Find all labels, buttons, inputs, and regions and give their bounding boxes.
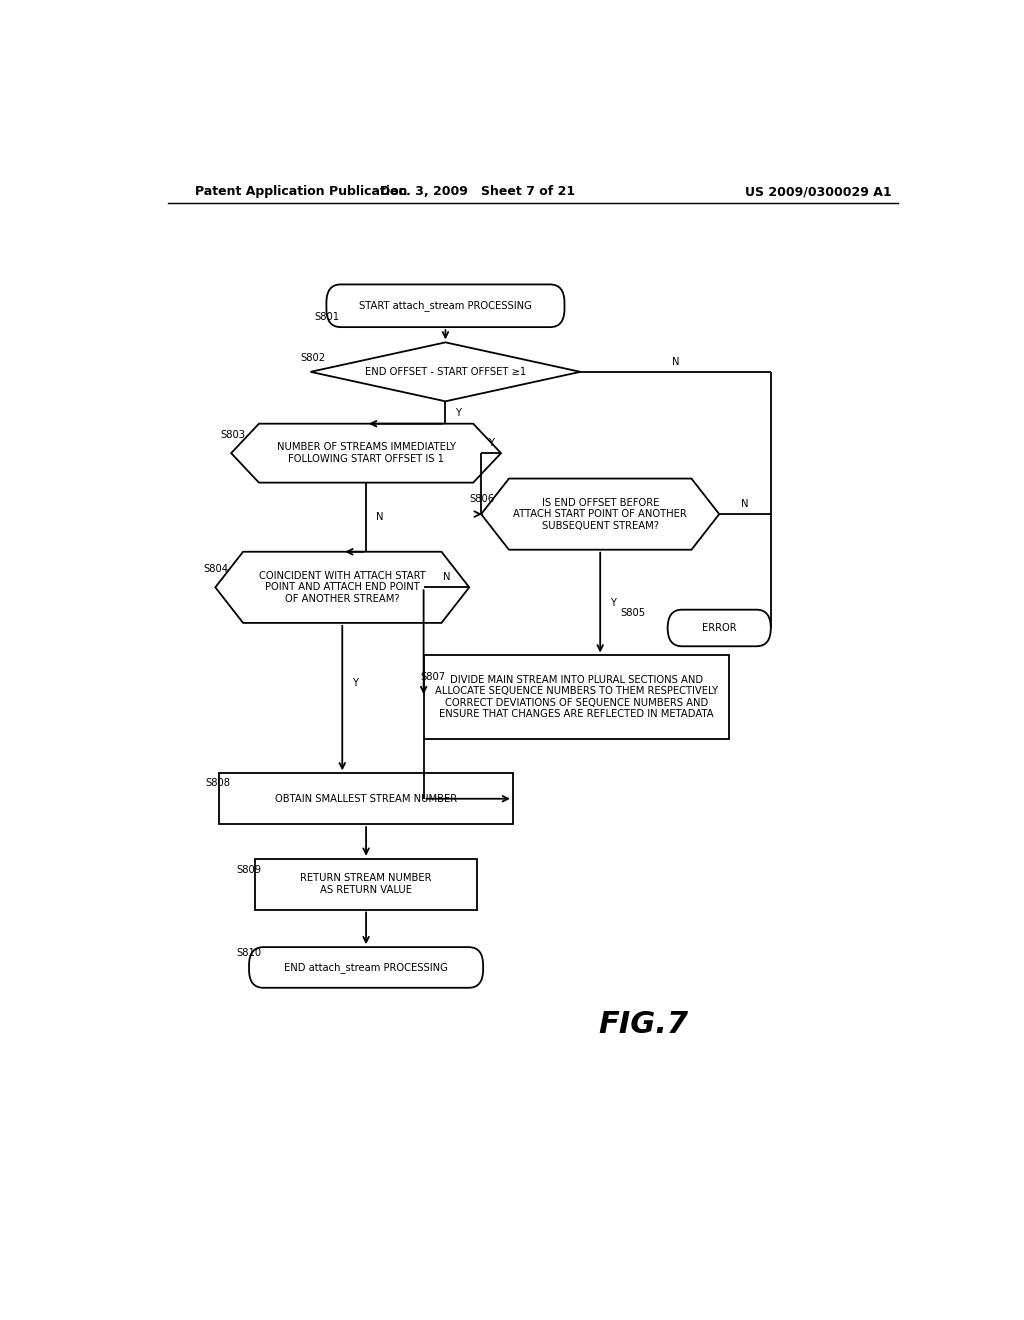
Text: END OFFSET - START OFFSET ≥1: END OFFSET - START OFFSET ≥1 [365, 367, 526, 376]
Text: S806: S806 [469, 494, 495, 504]
Text: S810: S810 [236, 948, 261, 958]
Text: RETURN STREAM NUMBER
AS RETURN VALUE: RETURN STREAM NUMBER AS RETURN VALUE [300, 874, 432, 895]
Polygon shape [231, 424, 501, 483]
Text: S808: S808 [206, 779, 230, 788]
Text: S805: S805 [620, 607, 645, 618]
Text: N: N [376, 512, 383, 523]
FancyBboxPatch shape [668, 610, 771, 647]
Text: START attach_stream PROCESSING: START attach_stream PROCESSING [359, 301, 531, 312]
Text: Y: Y [352, 678, 357, 688]
Text: N: N [442, 572, 451, 582]
Text: S804: S804 [204, 564, 228, 574]
Bar [424, 656, 729, 739]
Bar [255, 859, 477, 909]
Text: N: N [672, 356, 679, 367]
Text: ERROR: ERROR [701, 623, 736, 634]
Text: NUMBER OF STREAMS IMMEDIATELY
FOLLOWING START OFFSET IS 1: NUMBER OF STREAMS IMMEDIATELY FOLLOWING … [276, 442, 456, 463]
Polygon shape [310, 342, 581, 401]
Text: Y: Y [455, 408, 461, 417]
Polygon shape [481, 479, 719, 549]
Text: S802: S802 [300, 352, 326, 363]
Text: Y: Y [488, 438, 494, 447]
Text: S801: S801 [314, 312, 340, 322]
Text: COINCIDENT WITH ATTACH START
POINT AND ATTACH END POINT
OF ANOTHER STREAM?: COINCIDENT WITH ATTACH START POINT AND A… [259, 570, 426, 605]
Text: IS END OFFSET BEFORE
ATTACH START POINT OF ANOTHER
SUBSEQUENT STREAM?: IS END OFFSET BEFORE ATTACH START POINT … [513, 498, 687, 531]
Text: US 2009/0300029 A1: US 2009/0300029 A1 [745, 185, 892, 198]
FancyBboxPatch shape [327, 284, 564, 327]
Text: Dec. 3, 2009   Sheet 7 of 21: Dec. 3, 2009 Sheet 7 of 21 [380, 185, 574, 198]
Text: FIG.7: FIG.7 [599, 1010, 689, 1039]
Text: S809: S809 [236, 865, 261, 875]
Text: S803: S803 [221, 430, 246, 440]
Text: DIVIDE MAIN STREAM INTO PLURAL SECTIONS AND
ALLOCATE SEQUENCE NUMBERS TO THEM RE: DIVIDE MAIN STREAM INTO PLURAL SECTIONS … [435, 675, 718, 719]
Polygon shape [215, 552, 469, 623]
Text: S807: S807 [420, 672, 445, 681]
FancyBboxPatch shape [249, 948, 483, 987]
Text: N: N [741, 499, 749, 510]
Text: OBTAIN SMALLEST STREAM NUMBER: OBTAIN SMALLEST STREAM NUMBER [275, 793, 457, 804]
Text: END attach_stream PROCESSING: END attach_stream PROCESSING [284, 962, 449, 973]
Text: Patent Application Publication: Patent Application Publication [196, 185, 408, 198]
Bar [219, 774, 513, 824]
Text: Y: Y [609, 598, 615, 607]
